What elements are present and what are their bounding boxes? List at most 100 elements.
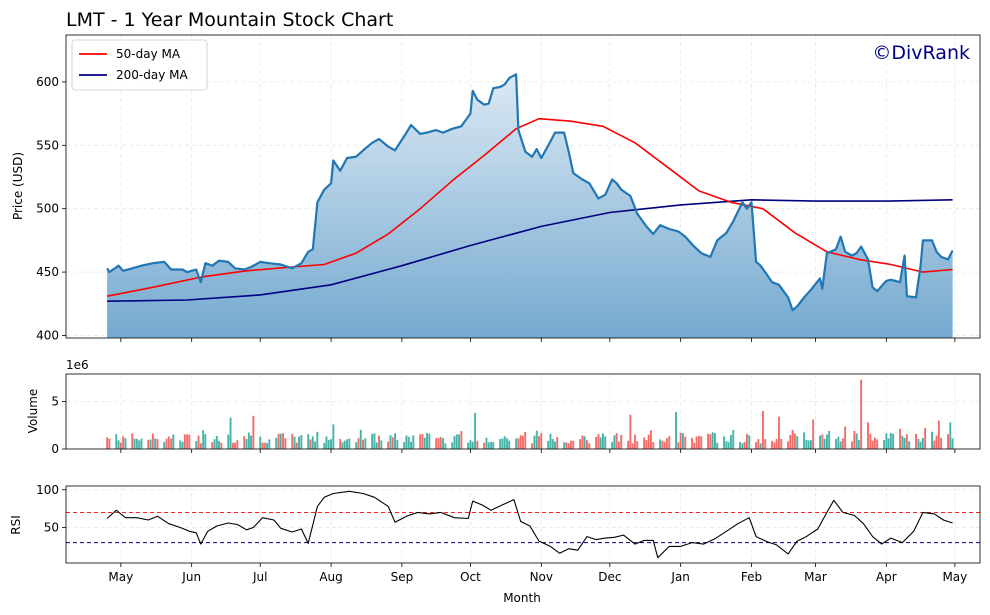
volume-bar xyxy=(570,440,572,449)
volume-bar xyxy=(263,442,266,449)
volume-bar xyxy=(250,435,252,449)
volume-bar xyxy=(789,434,792,449)
x-tick-label: Nov xyxy=(530,570,553,584)
volume-bar xyxy=(695,436,698,449)
legend-ma200-label: 200-day MA xyxy=(116,68,188,82)
volume-bar xyxy=(341,442,344,449)
volume-bar xyxy=(698,435,700,449)
volume-bar xyxy=(451,442,454,449)
price-y-tick-label: 600 xyxy=(36,75,59,89)
volume-bar xyxy=(330,439,332,449)
volume-bar xyxy=(828,431,831,449)
volume-bar xyxy=(259,436,262,449)
volume-bar xyxy=(743,442,746,449)
volume-bar xyxy=(873,437,876,449)
volume-bar xyxy=(291,433,294,449)
volume-bar xyxy=(183,434,186,449)
volume-bar xyxy=(506,438,508,449)
volume-bar xyxy=(469,440,472,449)
volume-bar xyxy=(435,438,438,449)
volume-bar xyxy=(501,438,504,449)
volume-bar xyxy=(860,379,863,449)
volume-bar xyxy=(563,442,566,449)
volume-bar xyxy=(490,441,492,449)
volume-bar xyxy=(764,439,767,449)
volume-bar xyxy=(151,433,154,449)
x-tick-label: Jul xyxy=(252,570,267,584)
rsi-y-tick-label: 50 xyxy=(44,521,59,535)
volume-bar xyxy=(746,433,748,449)
volume-scale-label: 1e6 xyxy=(66,358,89,372)
volume-bar xyxy=(355,442,358,449)
volume-bar xyxy=(362,439,364,449)
volume-bar xyxy=(819,435,821,449)
legend: 50-day MA 200-day MA xyxy=(71,39,208,91)
volume-bar xyxy=(933,440,936,449)
volume-bar xyxy=(293,436,296,449)
volume-bar xyxy=(727,442,730,449)
volume-bar xyxy=(581,435,584,449)
volume-bar xyxy=(533,435,536,449)
price-y-axis-label: Price (USD) xyxy=(11,152,25,220)
x-axis-label: Month xyxy=(503,591,541,605)
volume-bar xyxy=(757,439,760,449)
volume-bar xyxy=(762,411,764,449)
volume-bar xyxy=(567,443,570,449)
volume-bar xyxy=(197,435,200,449)
volume-bar xyxy=(949,422,952,449)
volume-bar xyxy=(597,434,600,449)
volume-bar xyxy=(279,433,282,449)
volume-bar xyxy=(807,440,810,449)
volume-bar xyxy=(261,442,264,449)
volume-bar xyxy=(611,441,614,449)
volume-bar xyxy=(602,433,604,449)
volume-bar xyxy=(476,440,479,449)
volume-bar xyxy=(247,432,250,449)
volume-y-axis-label: Volume xyxy=(26,389,40,434)
volume-bar xyxy=(519,435,522,449)
volume-bar xyxy=(675,412,677,449)
volume-bar xyxy=(837,436,840,449)
volume-bar xyxy=(732,430,735,449)
volume-bar xyxy=(803,432,805,449)
volume-bar xyxy=(517,438,520,449)
volume-bar xyxy=(691,437,693,449)
volume-bar xyxy=(595,436,598,449)
volume-bar xyxy=(748,435,751,449)
volume-bar xyxy=(709,434,712,449)
volume-bar xyxy=(357,438,360,449)
volume-bar xyxy=(453,436,456,449)
volume-bar xyxy=(266,443,268,449)
volume-bar xyxy=(796,436,799,449)
volume-bar xyxy=(835,439,837,449)
volume-bar xyxy=(471,441,474,449)
volume-bar xyxy=(394,433,396,449)
volume-bar xyxy=(844,426,847,449)
volume-bar xyxy=(122,436,125,449)
volume-bar xyxy=(730,434,732,449)
volume-bar xyxy=(739,441,741,449)
volume-bar xyxy=(149,439,152,449)
volume-bar xyxy=(908,441,911,449)
volume-bar xyxy=(163,441,166,449)
volume-bar xyxy=(851,441,853,449)
volume-bar xyxy=(857,440,860,449)
volume-bar xyxy=(588,443,591,449)
volume-bar xyxy=(615,433,618,449)
volume-bar xyxy=(371,434,374,449)
volume-bar xyxy=(711,432,714,449)
volume-bar xyxy=(636,441,639,449)
volume-bar xyxy=(154,438,157,449)
volume-bar xyxy=(887,438,890,449)
volume-bar xyxy=(659,439,661,449)
volume-bar xyxy=(467,442,470,449)
volume-bar xyxy=(391,437,394,449)
volume-bar xyxy=(133,438,136,449)
volume-bar xyxy=(921,437,924,449)
volume-bar xyxy=(677,442,680,449)
volume-bar xyxy=(780,438,783,449)
volume-bar xyxy=(339,438,342,449)
rsi-y-axis-label: RSI xyxy=(9,515,23,535)
volume-bar xyxy=(547,440,550,449)
price-y-tick-label: 400 xyxy=(36,328,59,342)
